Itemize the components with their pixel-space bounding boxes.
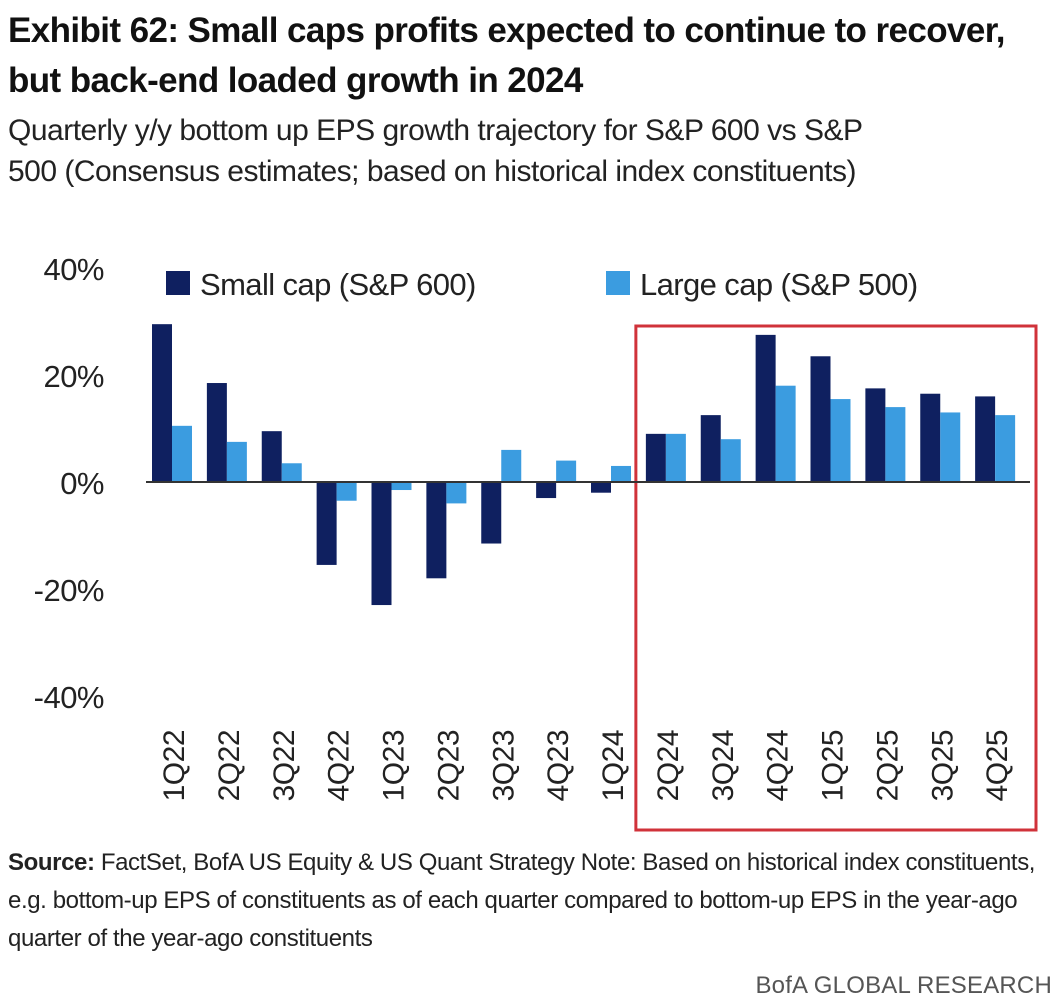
bar-large-cap [830,399,851,482]
chart-subtitle-line-1: Quarterly y/y bottom up EPS growth traje… [8,114,863,147]
bar-large-cap [775,385,796,482]
x-tick-label: 2Q25 [871,730,904,801]
chart-subtitle: Quarterly y/y bottom up EPS growth traje… [8,110,1056,192]
x-tick-label: 2Q24 [652,730,685,801]
bar-large-cap [446,482,467,504]
x-tick-label: 3Q23 [487,730,520,801]
bar-small-cap [316,482,337,565]
x-tick-label: 3Q25 [926,730,959,801]
bar-small-cap [810,356,831,482]
x-tick-label: 2Q23 [432,730,465,801]
bar-large-cap [885,407,906,482]
x-tick-label: 4Q23 [542,730,575,801]
brand-footer: BofA GLOBAL RESEARCH [755,972,1052,999]
x-tick-label: 4Q22 [323,730,356,801]
bar-large-cap [281,463,302,482]
x-tick-label: 2Q22 [213,730,246,801]
bar-small-cap [152,324,172,482]
bar-small-cap [645,433,666,482]
x-tick-label: 1Q23 [378,730,411,801]
x-tick-label: 4Q25 [981,730,1014,801]
bar-small-cap [591,482,611,493]
y-tick-label: -20% [34,573,104,608]
bar-small-cap [536,482,557,499]
source-label: Source: [8,849,95,876]
bar-large-cap [940,412,961,482]
y-tick-label: 40% [43,252,104,287]
legend-label: Small cap (S&P 600) [200,267,476,302]
y-tick-label: 0% [60,466,104,501]
bar-large-cap [336,482,357,501]
bar-small-cap [261,431,282,482]
x-tick-label: 3Q24 [707,730,740,801]
bar-large-cap [501,449,522,482]
chart-title-line-1: Exhibit 62: Small caps profits expected … [8,11,1006,50]
bar-large-cap [720,439,741,482]
bar-large-cap [172,425,192,482]
x-tick-label: 3Q22 [268,730,301,801]
bar-small-cap [920,393,941,482]
bar-small-cap [755,334,776,482]
bar-large-cap [226,441,247,482]
legend-swatch [606,271,630,295]
bar-large-cap [556,460,577,482]
x-tick-label: 4Q24 [762,730,795,801]
bar-large-cap [665,433,686,482]
bar-small-cap [865,388,886,482]
highlight-box [634,324,1038,832]
legend-label: Large cap (S&P 500) [640,267,918,302]
legend-swatch [166,271,190,295]
y-tick-label: -40% [34,680,104,715]
bar-small-cap [371,482,392,606]
bar-large-cap [391,482,412,491]
chart-title-line-2: but back-end loaded growth in 2024 [8,61,583,100]
bar-small-cap [481,482,502,544]
bar-large-cap [995,415,1016,482]
bar-small-cap [206,383,227,482]
chart-subtitle-line-2: 500 (Consensus estimates; based on histo… [8,155,856,188]
bar-small-cap [700,415,721,482]
source-text: FactSet, BofA US Equity & US Quant Strat… [8,849,1036,952]
y-tick-label: 20% [43,359,104,394]
chart-title: Exhibit 62: Small caps profits expected … [8,6,1053,106]
x-tick-label: 1Q24 [597,730,630,801]
bar-chart: 40% 20% 0% -20% -40% 1Q22 2Q22 3Q22 4Q22 1Q23 2Q23… [34,252,1038,832]
bar-small-cap [426,482,447,579]
source-note: Source: FactSet, BofA US Equity & US Qua… [8,844,1053,958]
x-tick-label: 1Q25 [817,730,850,801]
bar-small-cap [975,396,996,482]
bar-large-cap [611,465,631,482]
x-tick-label: 1Q22 [158,730,191,801]
